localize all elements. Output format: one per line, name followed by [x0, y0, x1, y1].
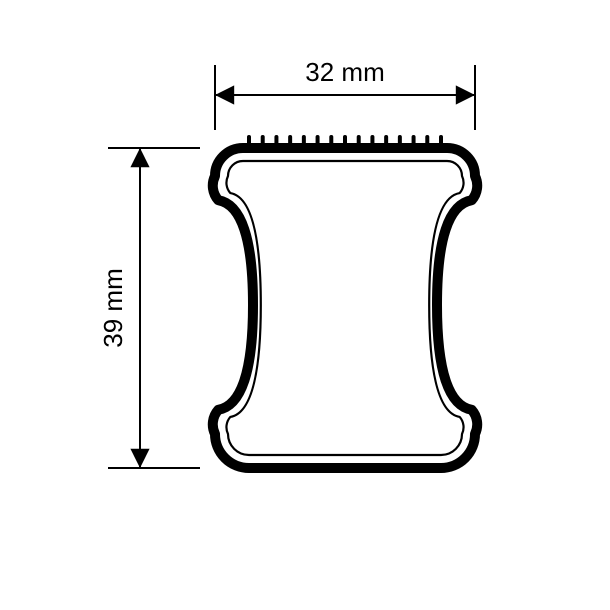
- width-label: 32 mm: [305, 57, 384, 87]
- height-label: 39 mm: [98, 268, 128, 347]
- top-grip: [249, 137, 441, 143]
